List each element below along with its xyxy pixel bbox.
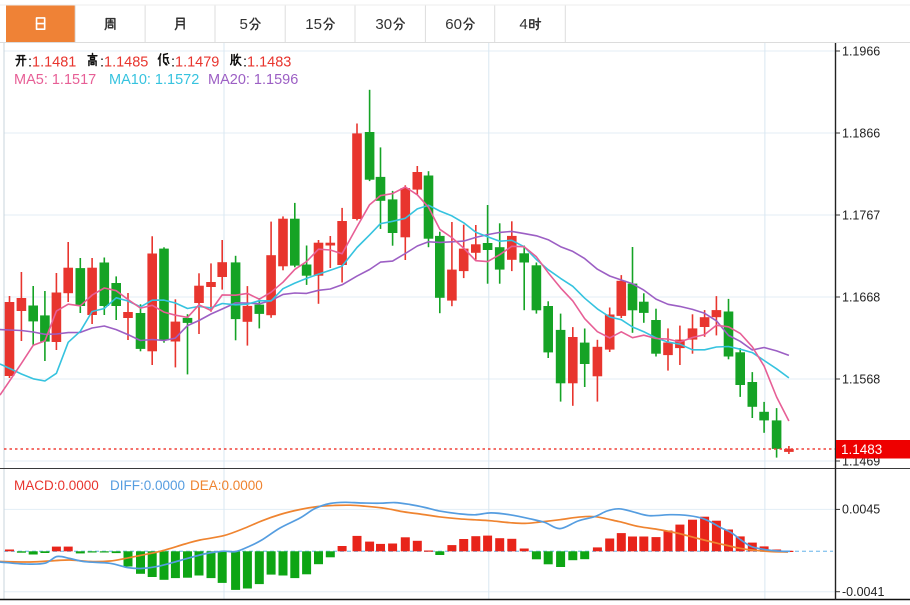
svg-text:MA5: 1.1517: MA5: 1.1517 xyxy=(14,72,96,88)
svg-text:1.1483: 1.1483 xyxy=(247,55,291,71)
svg-text:5: 5 xyxy=(239,16,247,33)
svg-text:1.1483: 1.1483 xyxy=(841,442,882,457)
svg-text:15: 15 xyxy=(305,16,322,33)
svg-text:1.1568: 1.1568 xyxy=(842,372,880,386)
svg-text:1.1866: 1.1866 xyxy=(842,126,880,140)
svg-text:DIFF:0.0000: DIFF:0.0000 xyxy=(110,478,185,493)
svg-text:0.0045: 0.0045 xyxy=(842,503,880,517)
svg-text::: : xyxy=(100,55,104,71)
svg-text:1.1479: 1.1479 xyxy=(175,55,219,71)
svg-text:60: 60 xyxy=(445,16,462,33)
svg-text::: : xyxy=(243,55,247,71)
svg-text:1.1966: 1.1966 xyxy=(842,44,880,58)
svg-text:1.1481: 1.1481 xyxy=(32,55,76,71)
svg-text::: : xyxy=(28,55,32,71)
svg-text::: : xyxy=(171,55,175,71)
svg-text:-0.0041: -0.0041 xyxy=(842,585,884,599)
svg-text:1.1767: 1.1767 xyxy=(842,208,880,222)
svg-text:MACD:0.0000: MACD:0.0000 xyxy=(14,478,99,493)
svg-text:1.1485: 1.1485 xyxy=(104,55,148,71)
svg-text:MA10: 1.1572: MA10: 1.1572 xyxy=(109,72,199,88)
svg-text:DEA:0.0000: DEA:0.0000 xyxy=(190,478,263,493)
svg-text:1.1668: 1.1668 xyxy=(842,290,880,304)
svg-text:MA20: 1.1596: MA20: 1.1596 xyxy=(208,72,298,88)
svg-text:4: 4 xyxy=(519,16,527,33)
svg-text:30: 30 xyxy=(375,16,392,33)
